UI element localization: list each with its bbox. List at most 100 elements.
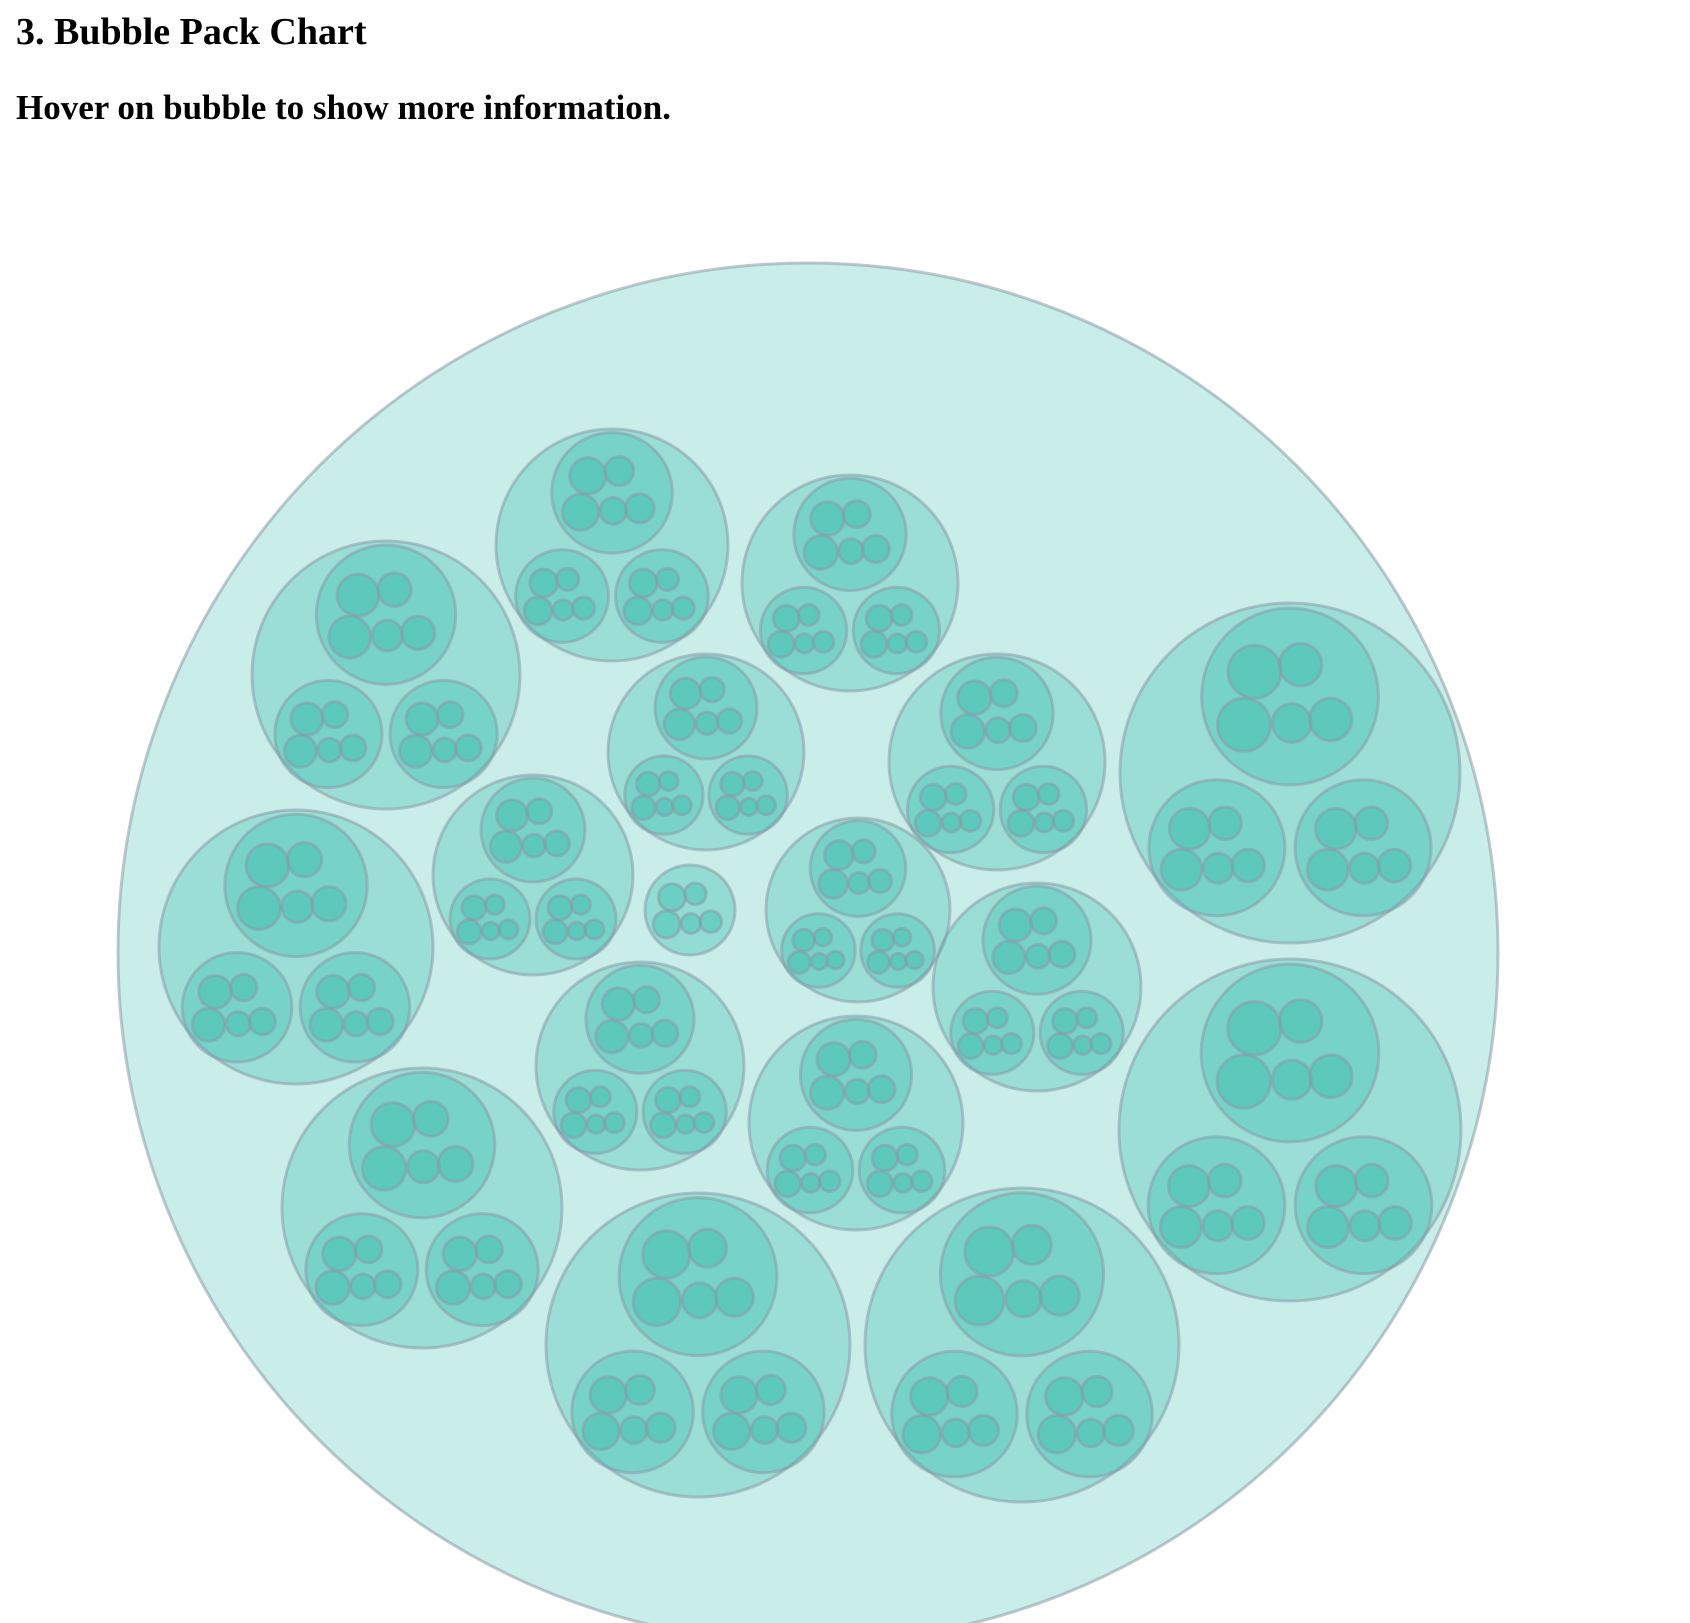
bubble-d4-161[interactable] xyxy=(791,927,817,953)
bubble-d4-25[interactable] xyxy=(837,537,865,566)
bubble-d4-258[interactable] xyxy=(314,1269,352,1306)
bubble-d3-59[interactable] xyxy=(653,655,759,761)
bubble-d3-14[interactable] xyxy=(614,548,710,644)
bubble-d4-11[interactable] xyxy=(522,595,554,627)
bubble-d4-55[interactable] xyxy=(398,733,434,769)
bubble-d4-91[interactable] xyxy=(1011,782,1041,812)
bubble-d4-36[interactable] xyxy=(859,629,889,659)
bubble-d4-238[interactable] xyxy=(1206,1162,1243,1199)
bubble-d3-147[interactable] xyxy=(534,877,618,961)
bubble-d3-268[interactable] xyxy=(617,1196,779,1358)
bubble-d4-222[interactable] xyxy=(817,1169,842,1193)
bubble-d4-82[interactable] xyxy=(984,716,1012,745)
bubble-d4-297[interactable] xyxy=(940,1417,972,1449)
bubble-d4-231[interactable] xyxy=(1226,999,1283,1057)
bubble-d3-154[interactable] xyxy=(808,819,908,918)
bubble-d4-168[interactable] xyxy=(891,926,913,948)
bubble-d4-187[interactable] xyxy=(1075,1006,1099,1030)
bubble-d4-281[interactable] xyxy=(719,1375,759,1415)
bubble-d4-243[interactable] xyxy=(1314,1164,1359,1209)
bubble-d4-139[interactable] xyxy=(521,832,547,859)
bubble-d4-218[interactable] xyxy=(778,1143,808,1173)
bubble-d3-103[interactable] xyxy=(1147,778,1287,918)
bubble-d4-133[interactable] xyxy=(365,1006,395,1037)
bubble-d4-156[interactable] xyxy=(850,838,877,865)
bubble-d4-89[interactable] xyxy=(958,808,983,833)
bubble-d4-3[interactable] xyxy=(568,456,608,496)
bubble-d4-16[interactable] xyxy=(654,566,681,592)
bubble-d4-93[interactable] xyxy=(1006,808,1036,838)
bubble-d4-208[interactable] xyxy=(674,1113,697,1135)
bubble-d4-272[interactable] xyxy=(680,1281,719,1320)
bubble-d3-236[interactable] xyxy=(1146,1135,1287,1276)
bubble-d4-140[interactable] xyxy=(542,829,571,858)
bubble-d3-2[interactable] xyxy=(550,431,674,555)
bubble-d4-182[interactable] xyxy=(956,1032,985,1061)
bubble-d4-80[interactable] xyxy=(988,678,1019,709)
bubble-d4-188[interactable] xyxy=(1046,1032,1075,1061)
bubble-d4-180[interactable] xyxy=(961,1007,990,1036)
bubble-d4-60[interactable] xyxy=(668,676,703,711)
bubble-d4-76[interactable] xyxy=(755,794,778,817)
bubble-d4-64[interactable] xyxy=(715,707,744,735)
bubble-d3-293[interactable] xyxy=(890,1349,1019,1479)
bubble-d4-199[interactable] xyxy=(564,1086,593,1115)
bubble-d4-5[interactable] xyxy=(561,492,601,532)
bubble-d4-131[interactable] xyxy=(308,1006,345,1043)
bubble-d4-86[interactable] xyxy=(943,782,968,806)
bubble-d4-189[interactable] xyxy=(1071,1034,1094,1056)
bubble-d4-193[interactable] xyxy=(600,986,637,1022)
bubble-d4-232[interactable] xyxy=(1277,998,1324,1044)
bubble-d4-247[interactable] xyxy=(1377,1205,1413,1241)
bubble-d4-42[interactable] xyxy=(376,571,413,608)
bubble-d4-169[interactable] xyxy=(865,949,891,975)
bubble-d4-171[interactable] xyxy=(904,949,925,971)
bubble-d4-87[interactable] xyxy=(913,808,943,838)
bubble-d4-216[interactable] xyxy=(866,1074,897,1105)
bubble-d4-246[interactable] xyxy=(1348,1209,1382,1243)
bubble-d4-291[interactable] xyxy=(1004,1279,1044,1319)
bubble-d4-124[interactable] xyxy=(229,972,259,1003)
bubble-d4-56[interactable] xyxy=(431,736,459,764)
bubble-d4-162[interactable] xyxy=(812,926,834,948)
bubble-d4-136[interactable] xyxy=(495,798,530,833)
bubble-d4-302[interactable] xyxy=(1036,1413,1078,1455)
bubble-d4-129[interactable] xyxy=(315,974,351,1010)
bubble-d4-227[interactable] xyxy=(892,1172,914,1194)
bubble-d4-138[interactable] xyxy=(488,829,524,864)
bubble-d4-94[interactable] xyxy=(1033,811,1056,834)
bubble-d4-7[interactable] xyxy=(623,492,656,525)
bubble-d3-230[interactable] xyxy=(1199,962,1381,1144)
bubble-d4-148[interactable] xyxy=(546,894,574,922)
bubble-d4-201[interactable] xyxy=(559,1111,588,1140)
bubble-d4-100[interactable] xyxy=(1216,696,1272,753)
bubble-d4-271[interactable] xyxy=(631,1276,683,1328)
bubble-d4-254[interactable] xyxy=(436,1144,475,1183)
bubble-d4-32[interactable] xyxy=(811,629,836,654)
bubble-d4-118[interactable] xyxy=(285,841,324,879)
bubble-d4-288[interactable] xyxy=(963,1225,1016,1278)
bubble-d4-117[interactable] xyxy=(244,842,291,889)
bubble-d4-31[interactable] xyxy=(793,632,816,655)
bubble-d4-68[interactable] xyxy=(630,794,657,822)
bubble-d4-164[interactable] xyxy=(809,951,829,972)
bubble-d4-289[interactable] xyxy=(1010,1223,1053,1267)
bubble-d4-127[interactable] xyxy=(247,1006,277,1037)
bubble-d4-170[interactable] xyxy=(888,951,908,972)
bubble-d4-75[interactable] xyxy=(738,796,760,818)
bubble-d4-212[interactable] xyxy=(815,1041,852,1078)
bubble-d4-38[interactable] xyxy=(904,629,929,654)
bubble-d4-250[interactable] xyxy=(369,1101,417,1148)
bubble-d3-173[interactable] xyxy=(981,884,1093,996)
bubble-d4-295[interactable] xyxy=(945,1374,979,1409)
bubble-d4-298[interactable] xyxy=(966,1413,1001,1448)
bubble-d4-81[interactable] xyxy=(949,713,987,750)
bubble-d4-186[interactable] xyxy=(1051,1007,1080,1036)
bubble-d4-310[interactable] xyxy=(698,909,724,935)
bubble-d4-6[interactable] xyxy=(598,496,629,526)
bubble-d4-30[interactable] xyxy=(766,629,796,659)
bubble-d4-259[interactable] xyxy=(349,1272,377,1301)
bubble-d4-61[interactable] xyxy=(698,675,726,704)
bubble-d3-305[interactable] xyxy=(643,863,737,957)
bubble-d4-228[interactable] xyxy=(909,1169,934,1193)
